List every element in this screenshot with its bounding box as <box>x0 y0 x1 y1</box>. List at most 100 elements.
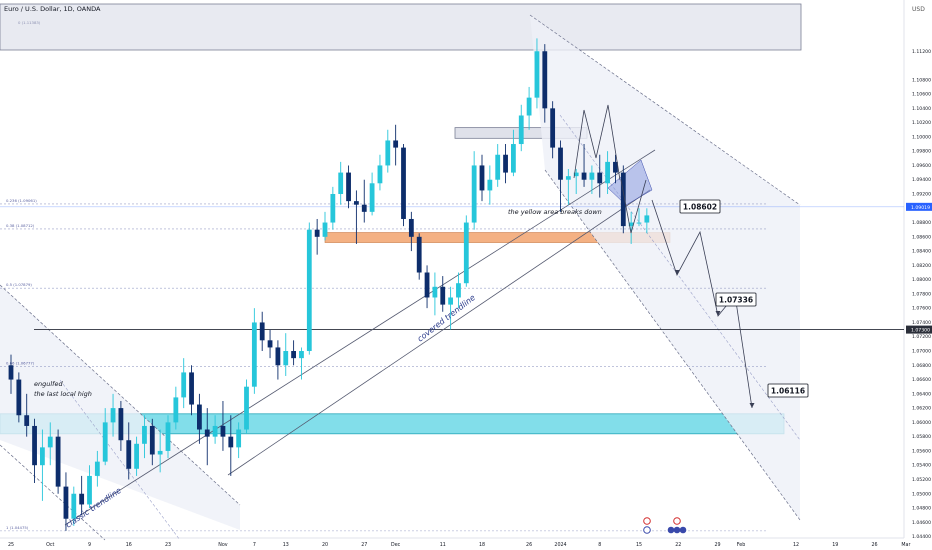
price-tick-label: 1.05200 <box>912 477 931 483</box>
time-tick-label: 26 <box>871 542 877 548</box>
event-flag-icon[interactable] <box>643 526 651 534</box>
candle-body <box>385 140 391 166</box>
left-channel-mid <box>59 379 181 541</box>
candle-body <box>542 51 548 109</box>
candle-body <box>526 97 532 116</box>
economic-events[interactable] <box>643 517 687 534</box>
candle-body <box>24 415 30 426</box>
candle-body <box>134 443 139 469</box>
candle-body <box>189 372 194 405</box>
candle-body <box>479 165 485 191</box>
price-tick-label: 1.07400 <box>912 320 931 326</box>
price-tick-label: 1.04400 <box>912 534 931 540</box>
price-tick-label: 1.10000 <box>912 134 931 140</box>
candle-body <box>620 172 626 227</box>
channel-upper-line <box>529 14 801 206</box>
target-labels-layer: 1.08602 1.07336 1.06116 <box>679 199 809 398</box>
price-tick-label: 1.09800 <box>912 149 931 155</box>
candle-body <box>110 408 116 423</box>
candle-body <box>518 115 524 145</box>
candle-body <box>157 450 163 455</box>
event-flag-icon[interactable] <box>679 526 687 534</box>
time-tick-label: 26 <box>526 542 532 548</box>
candle-body <box>94 461 100 476</box>
time-tick-label: 16 <box>126 542 132 548</box>
price-tick-label: 1.07000 <box>912 349 931 355</box>
time-tick-label: Nov <box>218 542 228 548</box>
candle-body <box>558 147 563 180</box>
time-axis[interactable]: 25 Oct 9 16 23 Nov 7 13 20 27 Dec 11 18 26 2024 8 15 22 29… <box>8 542 932 548</box>
candle-body <box>361 204 367 212</box>
target-box <box>679 199 721 214</box>
price-tick-label: 1.05000 <box>912 491 931 497</box>
candle-body <box>393 140 399 148</box>
support-price-tag: 1.07300 <box>911 328 930 334</box>
price-tick-label: 1.06600 <box>912 377 931 383</box>
symbol-title[interactable]: Euro / U.S. Dollar, 1D, OANDA <box>4 5 101 13</box>
price-tick-label: 1.07200 <box>912 334 931 340</box>
price-tick-label: 1.09400 <box>912 177 931 183</box>
candle-body <box>401 147 406 219</box>
candle-body <box>581 172 587 180</box>
price-tick-label: 1.08200 <box>912 263 931 269</box>
time-tick-label: 22 <box>675 542 681 548</box>
support-price-tag-bg <box>906 325 932 334</box>
candle-body <box>259 322 265 341</box>
price-tick-label: 1.05800 <box>912 434 931 440</box>
time-tick-label: 11 <box>440 542 446 548</box>
time-tick-label: 8 <box>598 542 601 548</box>
event-flag-icon[interactable] <box>643 517 651 525</box>
time-tick-label: Feb <box>737 542 746 548</box>
price-tick-label: 1.06400 <box>912 391 931 397</box>
price-tick-label: 1.11200 <box>912 49 931 55</box>
candle-body <box>126 440 132 469</box>
time-tick-label: Mar <box>901 542 910 548</box>
candle-body <box>440 286 446 305</box>
candle-body <box>55 436 61 487</box>
target-label: 1.08602 <box>683 203 717 212</box>
top-resistance-zone <box>0 3 802 51</box>
candle-body <box>299 351 304 359</box>
time-tick-label: 20 <box>322 542 328 548</box>
candle-body <box>291 351 296 359</box>
candle-body <box>220 425 226 437</box>
candle-body <box>16 379 22 416</box>
arrow-head-icon <box>749 403 755 408</box>
candle-body <box>165 422 171 451</box>
price-tick-label: 1.08400 <box>912 249 931 255</box>
arrow-head-icon <box>674 270 680 275</box>
engulfed-annotation-line1: engulfed <box>34 380 63 388</box>
current-price-tag-bg <box>906 202 932 211</box>
candle-body <box>463 222 469 284</box>
time-tick-label: 19 <box>832 542 838 548</box>
candle-body <box>8 365 14 380</box>
candle-body <box>251 322 257 387</box>
time-tick-label: 27 <box>361 542 367 548</box>
candle-body <box>338 172 344 194</box>
price-axis[interactable]: 1.11200 1.10800 1.10600 1.10400 1.10200 1.100… <box>906 49 932 540</box>
candle-body <box>354 201 359 205</box>
candle-body <box>149 425 155 455</box>
event-flag-icon[interactable] <box>673 517 681 525</box>
classic-trendline <box>64 149 656 526</box>
candle-body <box>534 51 540 98</box>
time-tick-label: 25 <box>8 542 14 548</box>
candle-body <box>267 340 273 348</box>
price-tick-label: 1.09600 <box>912 163 931 169</box>
candle-body <box>47 436 53 448</box>
candle-body <box>597 172 603 184</box>
time-tick-label: 23 <box>165 542 171 548</box>
projection-path <box>651 199 753 409</box>
candle-body <box>283 351 289 366</box>
candle-body <box>346 172 351 202</box>
event-flag-icon[interactable] <box>667 526 675 534</box>
event-flag-icon[interactable] <box>673 526 681 534</box>
price-tick-label: 1.06200 <box>912 406 931 412</box>
top-fib-label: 0 (1.11383) <box>18 20 41 25</box>
candle-body <box>432 286 438 298</box>
candle-body <box>228 436 234 448</box>
candle-body <box>244 386 249 430</box>
candle-body <box>102 422 108 462</box>
price-tick-label: 1.05400 <box>912 463 931 469</box>
